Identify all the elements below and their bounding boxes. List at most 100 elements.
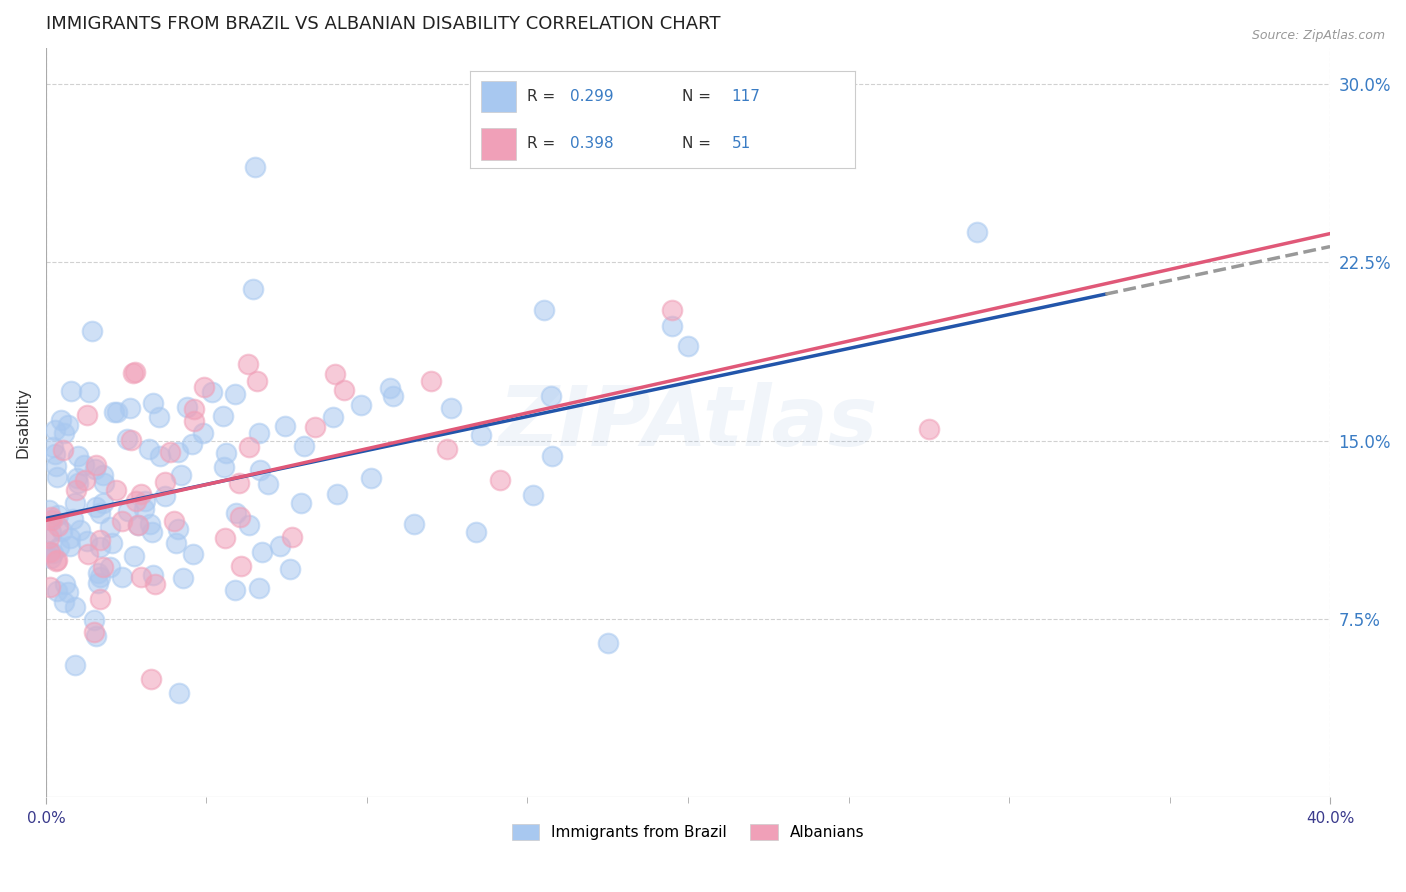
Point — [304, 419, 326, 434]
Point — [436, 442, 458, 456]
Point — [45, 552, 67, 566]
Point — [167, 686, 190, 700]
Point — [138, 442, 160, 457]
Point — [134, 501, 156, 516]
Point — [281, 530, 304, 544]
Point — [84, 500, 107, 515]
Point — [292, 439, 315, 453]
Point — [333, 383, 356, 397]
Point — [127, 517, 149, 532]
Point — [247, 425, 270, 440]
Point — [62, 512, 84, 526]
Point — [224, 582, 246, 597]
Point — [39, 509, 62, 524]
Point — [139, 517, 162, 532]
Point — [84, 462, 107, 476]
Point — [238, 518, 260, 533]
Point — [105, 405, 128, 419]
Point — [176, 400, 198, 414]
Point — [153, 489, 176, 503]
Point — [661, 318, 683, 333]
Point — [101, 536, 124, 550]
Point — [676, 339, 699, 353]
Point — [41, 440, 63, 454]
Point — [87, 575, 110, 590]
Point — [56, 584, 79, 599]
Point — [191, 425, 214, 440]
Point — [67, 476, 90, 491]
Point — [51, 443, 73, 458]
Point — [77, 385, 100, 400]
Point — [38, 544, 60, 558]
Point — [225, 506, 247, 520]
Point — [89, 533, 111, 548]
Point — [77, 548, 100, 562]
Point — [323, 368, 346, 382]
Point — [273, 418, 295, 433]
Point — [404, 516, 426, 531]
Point — [39, 580, 62, 594]
Point — [38, 545, 60, 559]
Point — [93, 560, 115, 574]
Point — [38, 503, 60, 517]
Point — [540, 389, 562, 403]
Point — [228, 476, 250, 491]
Point — [212, 409, 235, 424]
Point — [966, 225, 988, 239]
Point — [83, 613, 105, 627]
Point — [73, 473, 96, 487]
Point — [127, 517, 149, 532]
Point — [269, 539, 291, 553]
Point — [120, 433, 142, 447]
Point — [39, 524, 62, 539]
Point — [118, 401, 141, 415]
Y-axis label: Disability: Disability — [15, 387, 30, 458]
Point — [65, 483, 87, 497]
Point — [60, 384, 83, 398]
Point — [229, 510, 252, 524]
Point — [103, 405, 125, 419]
Point — [215, 446, 238, 460]
Point — [59, 539, 82, 553]
Point — [522, 488, 544, 502]
Point — [46, 508, 69, 522]
Point — [170, 468, 193, 483]
Point — [489, 473, 512, 487]
Point — [134, 493, 156, 508]
Point — [111, 570, 134, 584]
Point — [56, 418, 79, 433]
Point — [87, 566, 110, 580]
Point — [65, 600, 87, 615]
Point — [91, 496, 114, 510]
Point — [212, 460, 235, 475]
Point — [89, 540, 111, 554]
Point — [141, 524, 163, 539]
Point — [53, 425, 76, 440]
Point — [350, 398, 373, 412]
Point — [142, 567, 165, 582]
Point — [98, 520, 121, 534]
Point — [214, 531, 236, 545]
Point — [83, 625, 105, 640]
Point — [360, 471, 382, 485]
Point — [42, 546, 65, 560]
Point — [53, 577, 76, 591]
Point — [66, 450, 89, 464]
Point — [80, 324, 103, 338]
Point — [45, 459, 67, 474]
Point — [322, 410, 344, 425]
Point — [918, 422, 941, 436]
Point — [84, 458, 107, 472]
Point — [131, 569, 153, 583]
Point — [242, 282, 264, 296]
Point — [65, 658, 87, 673]
Point — [183, 402, 205, 417]
Point — [129, 486, 152, 500]
Point — [89, 592, 111, 607]
Point — [231, 559, 253, 574]
Point — [45, 554, 67, 568]
Point — [661, 303, 683, 318]
Point — [52, 595, 75, 609]
Point — [76, 408, 98, 422]
Point — [44, 446, 66, 460]
